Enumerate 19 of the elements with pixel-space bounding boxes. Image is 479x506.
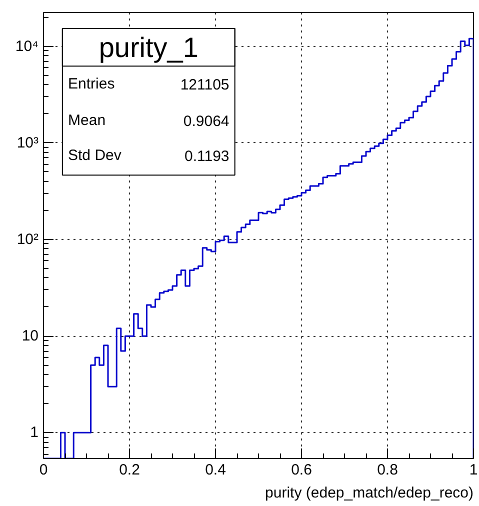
- y-tick-label: 10²: [16, 230, 39, 248]
- x-tick-label: 0.2: [119, 462, 140, 478]
- y-tick-label: 10⁴: [15, 38, 39, 55]
- x-tick-label: 0.8: [377, 462, 398, 478]
- x-tick-label: 0.4: [205, 462, 226, 478]
- x-axis-title: purity (edep_match/edep_reco): [265, 484, 474, 502]
- x-tick-label: 1: [469, 462, 478, 478]
- y-tick-label: 10³: [16, 134, 39, 152]
- annotation: Mean: [68, 112, 106, 130]
- x-tick-label: 0: [39, 462, 48, 478]
- annotation: 0.9064: [183, 113, 230, 130]
- text: purity_1: [98, 32, 198, 63]
- annotation: 0.1193: [184, 148, 230, 165]
- annotation: Std Dev: [68, 146, 122, 164]
- y-tick-label: 1: [30, 424, 38, 442]
- annotation: 121105: [180, 76, 230, 94]
- x-tick-label: 0.6: [291, 462, 312, 478]
- annotation: Entries: [68, 76, 115, 93]
- y-tick-label: 10: [22, 328, 39, 345]
